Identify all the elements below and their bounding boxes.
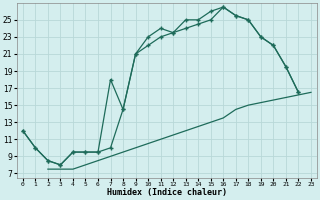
X-axis label: Humidex (Indice chaleur): Humidex (Indice chaleur) <box>107 188 227 197</box>
